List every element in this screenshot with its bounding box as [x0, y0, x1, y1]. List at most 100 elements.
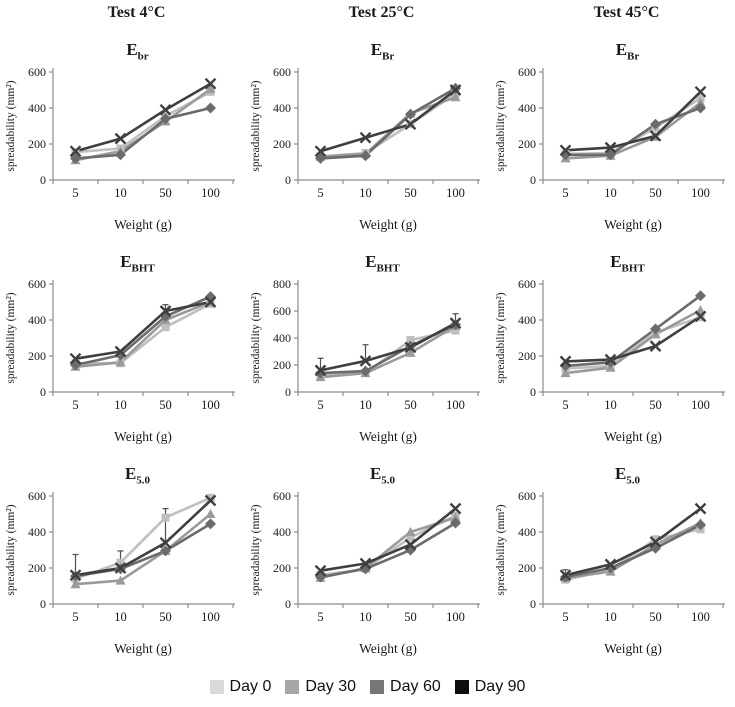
svg-text:400: 400 — [273, 525, 291, 539]
svg-text:100: 100 — [201, 186, 220, 200]
svg-text:10: 10 — [604, 398, 617, 412]
svg-text:0: 0 — [285, 597, 291, 611]
chart-title: E5.0 — [614, 464, 641, 487]
svg-text:200: 200 — [518, 349, 536, 363]
svg-text:200: 200 — [273, 358, 291, 372]
chart-title: EBr — [370, 40, 395, 63]
svg-text:50: 50 — [649, 398, 662, 412]
day0-swatch-icon — [209, 680, 224, 694]
svg-text:0: 0 — [530, 385, 536, 399]
legend-item-day60: Day 60 — [370, 678, 441, 696]
svg-text:600: 600 — [273, 489, 291, 503]
svg-text:Weight (g): Weight (g) — [114, 641, 172, 656]
column-header-25c: Test 25°C — [348, 4, 415, 21]
svg-text:600: 600 — [518, 277, 536, 291]
svg-text:5: 5 — [317, 398, 323, 412]
chart-canvas: 0 200 400 600 5 10 50 100 Weight (g) spreadabilit… — [248, 486, 488, 656]
svg-text:50: 50 — [404, 186, 417, 200]
svg-text:5: 5 — [562, 610, 568, 624]
svg-text:100: 100 — [446, 186, 465, 200]
svg-text:10: 10 — [114, 186, 127, 200]
svg-text:0: 0 — [530, 597, 536, 611]
chart-title: E5.0 — [369, 464, 396, 487]
chart-canvas: 0 200 400 600 800 5 10 50 100 Weight (g) spreadabi… — [248, 274, 488, 444]
legend-item-day90: Day 90 — [454, 678, 525, 696]
svg-text:spreadability (mm²): spreadability (mm²) — [495, 504, 507, 595]
svg-text:5: 5 — [562, 398, 568, 412]
svg-text:Weight (g): Weight (g) — [359, 429, 417, 444]
day30-swatch-icon — [285, 680, 300, 694]
legend: Day 0 Day 30 Day 60 Day 90 — [0, 670, 735, 704]
svg-text:200: 200 — [518, 561, 536, 575]
chart-row-3: E5.0 0 200 400 600 5 10 50 100 Weight (g) spreada… — [0, 458, 735, 670]
column-header-45c: Test 45°C — [593, 4, 660, 21]
svg-text:100: 100 — [446, 610, 465, 624]
svg-text:400: 400 — [273, 101, 291, 115]
svg-text:5: 5 — [562, 186, 568, 200]
svg-text:200: 200 — [518, 137, 536, 151]
legend-label: Day 60 — [390, 678, 441, 695]
svg-text:10: 10 — [114, 610, 127, 624]
svg-text:600: 600 — [518, 65, 536, 79]
svg-text:spreadability (mm²): spreadability (mm²) — [495, 292, 507, 383]
svg-text:spreadability (mm²): spreadability (mm²) — [5, 292, 17, 383]
svg-text:Weight (g): Weight (g) — [114, 217, 172, 232]
svg-text:spreadability (mm²): spreadability (mm²) — [5, 504, 17, 595]
chart-title: EBHT — [610, 252, 645, 275]
svg-text:100: 100 — [691, 398, 710, 412]
svg-text:0: 0 — [40, 597, 46, 611]
svg-text:600: 600 — [28, 65, 46, 79]
svg-text:50: 50 — [649, 186, 662, 200]
svg-text:Weight (g): Weight (g) — [604, 641, 662, 656]
column-headers: Test 4°C Test 25°C Test 45°C — [0, 4, 735, 34]
svg-text:600: 600 — [273, 65, 291, 79]
chart-ebr-25c: EBr 0 200 400 600 5 10 50 100 Weight (g) spreadab… — [245, 34, 490, 246]
chart-ebr-4c: Ebr 0 200 400 600 5 10 50 100 Weight (g) spreadab… — [0, 34, 245, 246]
chart-title: EBr — [615, 40, 640, 63]
chart-canvas: 0 200 400 600 5 10 50 100 Weight (g) spreadabilit… — [3, 486, 243, 656]
svg-text:600: 600 — [273, 304, 291, 318]
legend-item-day0: Day 0 — [209, 678, 271, 696]
svg-text:100: 100 — [201, 610, 220, 624]
svg-text:10: 10 — [359, 186, 372, 200]
svg-text:5: 5 — [72, 398, 78, 412]
svg-text:Weight (g): Weight (g) — [604, 217, 662, 232]
chart-row-1: Ebr 0 200 400 600 5 10 50 100 Weight (g) spreadab… — [0, 34, 735, 246]
svg-text:400: 400 — [28, 313, 46, 327]
chart-title: E5.0 — [124, 464, 151, 487]
svg-text:100: 100 — [446, 398, 465, 412]
svg-text:spreadability (mm²): spreadability (mm²) — [5, 80, 17, 171]
svg-text:200: 200 — [273, 137, 291, 151]
svg-text:200: 200 — [28, 349, 46, 363]
svg-text:400: 400 — [28, 525, 46, 539]
svg-text:600: 600 — [28, 277, 46, 291]
chart-ebht-4c: EBHT 0 200 400 600 5 10 50 100 Weight (g) spreada… — [0, 246, 245, 458]
svg-text:50: 50 — [159, 610, 172, 624]
legend-label: Day 30 — [305, 678, 357, 695]
svg-text:10: 10 — [604, 186, 617, 200]
svg-text:400: 400 — [28, 101, 46, 115]
svg-text:400: 400 — [518, 101, 536, 115]
chart-title: EBHT — [365, 252, 400, 275]
chart-canvas: 0 200 400 600 5 10 50 100 Weight (g) spreadabilit… — [3, 62, 243, 232]
svg-text:0: 0 — [285, 385, 291, 399]
chart-e50-25c: E5.0 0 200 400 600 5 10 50 100 Weight (g) spreada… — [245, 458, 490, 670]
svg-text:0: 0 — [40, 385, 46, 399]
svg-text:200: 200 — [28, 137, 46, 151]
svg-text:400: 400 — [273, 331, 291, 345]
chart-canvas: 0 200 400 600 5 10 50 100 Weight (g) spreadabilit… — [493, 274, 733, 444]
svg-text:600: 600 — [28, 489, 46, 503]
svg-text:Weight (g): Weight (g) — [604, 429, 662, 444]
svg-text:0: 0 — [285, 173, 291, 187]
day60-swatch-icon — [370, 680, 385, 694]
legend-item-day30: Day 30 — [285, 678, 356, 696]
column-header-4c: Test 4°C — [107, 4, 166, 21]
svg-text:50: 50 — [404, 610, 417, 624]
svg-text:5: 5 — [72, 186, 78, 200]
svg-text:10: 10 — [604, 610, 617, 624]
svg-text:Weight (g): Weight (g) — [359, 641, 417, 656]
svg-text:200: 200 — [273, 561, 291, 575]
svg-text:600: 600 — [518, 489, 536, 503]
day90-swatch-icon — [454, 680, 469, 694]
